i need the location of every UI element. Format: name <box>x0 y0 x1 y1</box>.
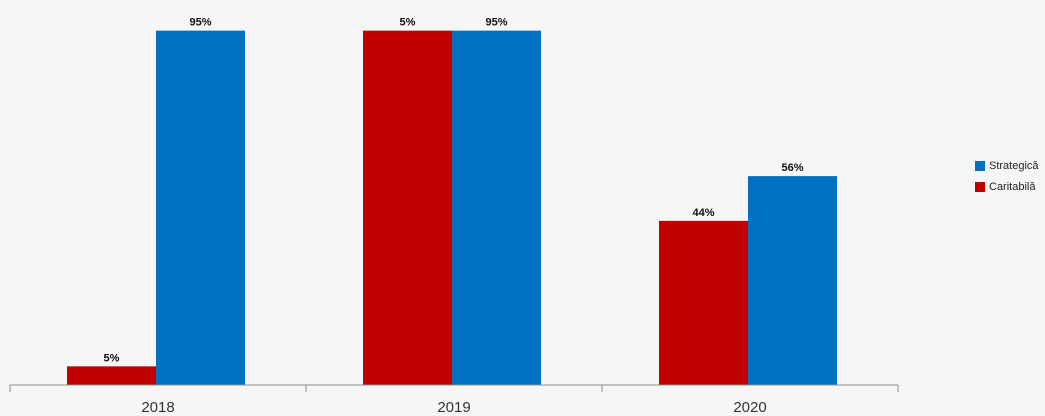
bar-2020-caritabila <box>659 220 748 385</box>
legend-item-caritabila: Caritabilă <box>975 176 1039 197</box>
data-label-2019-strategica: 95% <box>485 17 507 29</box>
x-axis: 2018 2019 2020 <box>9 384 899 416</box>
data-label-2020-strategica: 56% <box>781 162 803 174</box>
legend-swatch-strategica <box>975 160 985 171</box>
bar-2019-strategica <box>452 30 541 386</box>
data-label-2018-strategica: 95% <box>189 17 211 29</box>
x-tick-label-2018: 2018 <box>141 399 174 416</box>
bar-2019-caritabila <box>363 30 452 386</box>
legend-label-strategica: Strategică <box>989 159 1039 172</box>
chart-legend: Strategică Caritabilă <box>975 155 1039 197</box>
legend-label-caritabila: Caritabilă <box>989 180 1036 193</box>
x-tick-label-2019: 2019 <box>437 399 470 416</box>
data-labels-layer: 5% 95% 5% 95% 44% 56% <box>104 17 804 365</box>
bar-2018-caritabila <box>67 366 156 385</box>
bar-2018-strategica <box>156 30 245 386</box>
bar-2020-strategica <box>748 176 837 385</box>
data-label-2019-caritabila: 5% <box>400 17 416 29</box>
legend-swatch-caritabila <box>975 181 985 192</box>
data-label-2020-caritabila: 44% <box>692 207 714 219</box>
data-label-2018-caritabila: 5% <box>104 352 120 364</box>
legend-item-strategica: Strategică <box>975 155 1039 176</box>
bars-layer <box>67 30 837 386</box>
x-tick-label-2020: 2020 <box>733 399 766 416</box>
